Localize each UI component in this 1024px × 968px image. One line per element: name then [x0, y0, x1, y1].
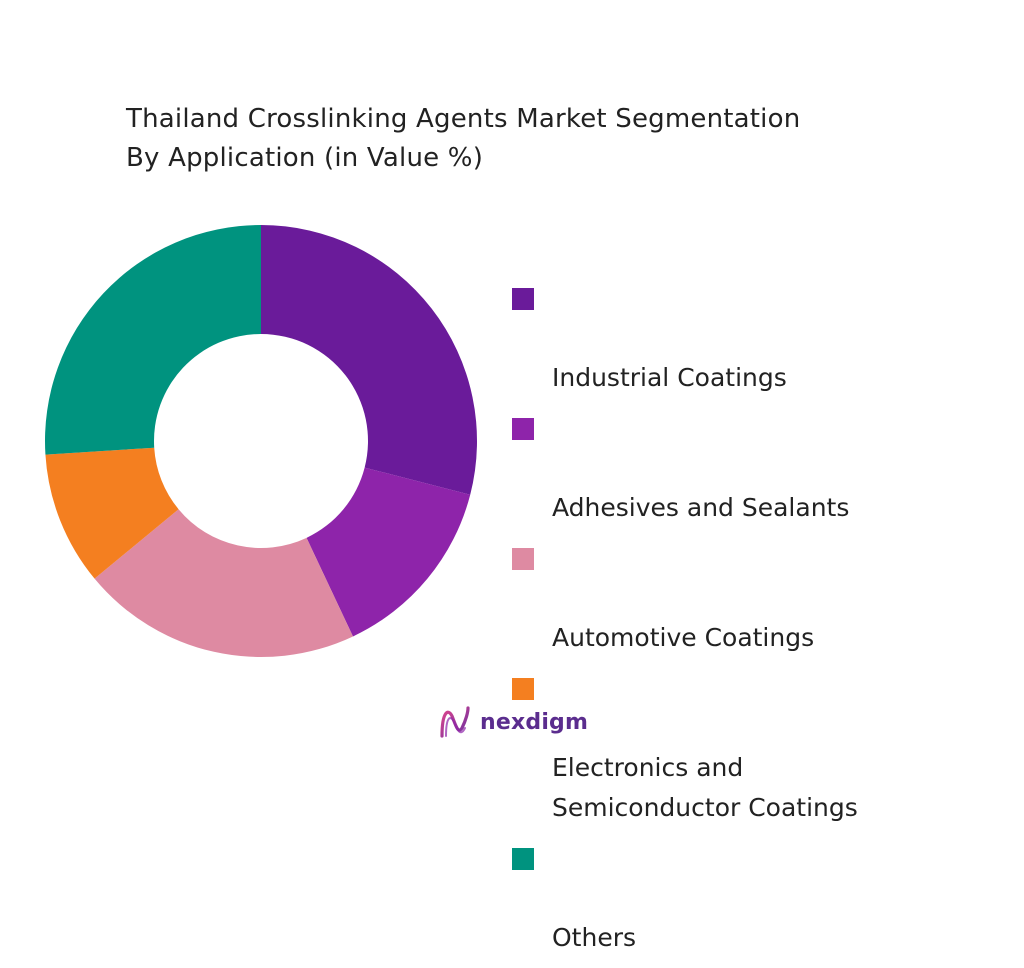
nexdigm-logo: nexdigm — [438, 702, 588, 742]
legend-label-adhesives-and-sealants: Adhesives and Sealants — [552, 493, 850, 522]
legend-item-electronics-and-semiconductor-coatings: Electronics and Semiconductor Coatings — [512, 668, 992, 828]
chart-title-line-2: By Application (in Value %) — [126, 143, 484, 173]
slice-industrial-coatings — [261, 225, 477, 495]
chart-title: Thailand Crosslinking Agents Market Segm… — [126, 100, 946, 178]
legend-label-automotive-coatings: Automotive Coatings — [552, 623, 815, 652]
nexdigm-logo-text: nexdigm — [480, 709, 589, 735]
chart-title-line-1: Thailand Crosslinking Agents Market Segm… — [126, 104, 801, 134]
nexdigm-logo-icon — [440, 706, 470, 738]
legend-swatch-automotive-coatings — [512, 548, 534, 570]
legend-item-others: Others — [512, 838, 992, 958]
slice-automotive-coatings — [94, 509, 353, 657]
legend-item-adhesives-and-sealants: Adhesives and Sealants — [512, 408, 992, 528]
chart-legend: Industrial Coatings Adhesives and Sealan… — [512, 278, 992, 968]
legend-item-automotive-coatings: Automotive Coatings — [512, 538, 992, 658]
slice-adhesives-and-sealants — [306, 467, 471, 637]
legend-label-electronics-and-semiconductor-coatings: Electronics and Semiconductor Coatings — [552, 753, 858, 822]
legend-item-industrial-coatings: Industrial Coatings — [512, 278, 992, 398]
legend-swatch-electronics-and-semiconductor-coatings — [512, 678, 534, 700]
legend-label-industrial-coatings: Industrial Coatings — [552, 363, 787, 392]
legend-swatch-industrial-coatings — [512, 288, 534, 310]
slice-electronics-and-semiconductor-coatings — [45, 447, 179, 579]
legend-label-others: Others — [552, 923, 637, 952]
donut-chart — [45, 225, 477, 657]
legend-swatch-adhesives-and-sealants — [512, 418, 534, 440]
slice-others — [45, 225, 261, 455]
legend-swatch-others — [512, 848, 534, 870]
